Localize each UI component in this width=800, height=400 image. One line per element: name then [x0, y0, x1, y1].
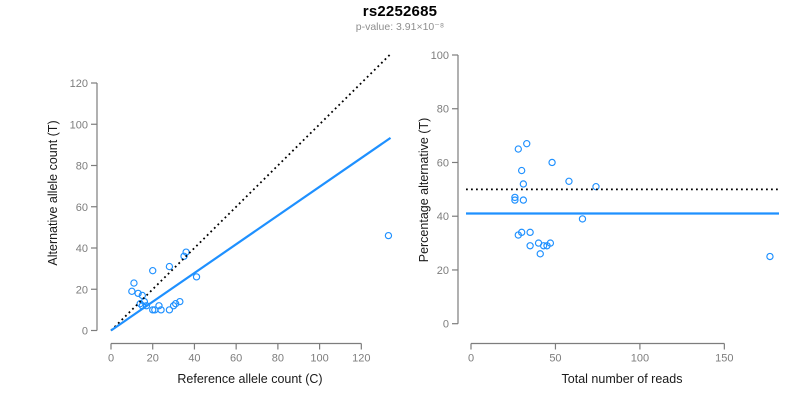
- x-tick-label: 100: [631, 353, 649, 365]
- y-tick-label: 60: [76, 202, 88, 214]
- data-point: [511, 193, 519, 202]
- data-point: [165, 306, 174, 314]
- data-point: [384, 231, 393, 240]
- data-point: [519, 180, 528, 188]
- data-point: [517, 228, 526, 237]
- right-scatter-chart: 0 20 40 60 80 100 0 50 100 150 Total number of rea…: [417, 50, 779, 386]
- left-scatter-chart: 0 20 40 60 80 100 120 0 20 40 60 80 100 120 Reference …: [46, 53, 393, 386]
- y-tick-label: 20: [76, 284, 88, 296]
- x-tick-label: 120: [352, 353, 370, 365]
- x-axis-label: Total number of reads: [562, 372, 683, 386]
- data-point: [138, 291, 146, 300]
- y-tick-label: 100: [70, 119, 88, 131]
- data-point: [165, 262, 174, 271]
- figure-title: rs2252685: [362, 3, 438, 20]
- data-point: [578, 215, 587, 223]
- data-point: [134, 289, 142, 298]
- y-tick-label: 40: [76, 243, 88, 255]
- x-tick-label: 0: [108, 353, 114, 365]
- data-point: [539, 242, 548, 250]
- x-axis-label: Reference allele count (C): [177, 372, 322, 386]
- x-tick-label: 50: [549, 353, 561, 365]
- data-point: [171, 300, 180, 308]
- data-point: [519, 196, 528, 204]
- y-tick-label: 0: [443, 319, 449, 331]
- figure-pvalue-subtitle: p-value: 3.91×10⁻⁸: [355, 21, 445, 33]
- identity-line: [110, 53, 392, 332]
- x-tick-label: 150: [715, 353, 733, 365]
- y-tick-label: 20: [437, 265, 449, 277]
- y-tick-label: 40: [437, 211, 449, 223]
- y-tick-label: 0: [82, 326, 88, 338]
- data-point: [142, 302, 151, 310]
- data-point: [149, 267, 157, 275]
- data-point: [128, 287, 136, 295]
- x-tick-label: 20: [147, 353, 159, 365]
- data-point: [548, 158, 556, 167]
- data-point: [511, 196, 519, 204]
- data-point: [526, 228, 534, 237]
- y-tick-label: 100: [431, 50, 449, 62]
- data-point: [546, 239, 555, 247]
- data-point: [169, 302, 178, 310]
- y-axis-label: Percentage alternative (T): [417, 118, 431, 263]
- y-tick-label: 80: [76, 161, 88, 173]
- y-tick-label: 120: [70, 78, 88, 90]
- data-point: [149, 306, 157, 314]
- data-point: [155, 302, 163, 310]
- x-tick-label: 80: [272, 353, 284, 365]
- data-point: [536, 250, 544, 258]
- x-tick-label: 60: [230, 353, 242, 365]
- data-point: [157, 306, 165, 314]
- y-tick-label: 80: [437, 104, 449, 116]
- data-point: [526, 242, 534, 250]
- data-point: [176, 297, 184, 306]
- data-point: [514, 145, 522, 153]
- data-point: [592, 182, 600, 191]
- x-tick-label: 100: [310, 353, 328, 365]
- data-point: [565, 177, 573, 185]
- x-tick-label: 40: [188, 353, 200, 365]
- y-tick-label: 60: [437, 157, 449, 169]
- fit-line: [110, 136, 392, 332]
- data-point: [517, 166, 526, 175]
- y-axis-label: Alternative allele count (T): [46, 120, 60, 265]
- data-point: [192, 273, 201, 281]
- data-point: [130, 279, 138, 287]
- data-point: [523, 139, 531, 148]
- x-tick-label: 0: [468, 353, 474, 365]
- data-point: [766, 252, 774, 261]
